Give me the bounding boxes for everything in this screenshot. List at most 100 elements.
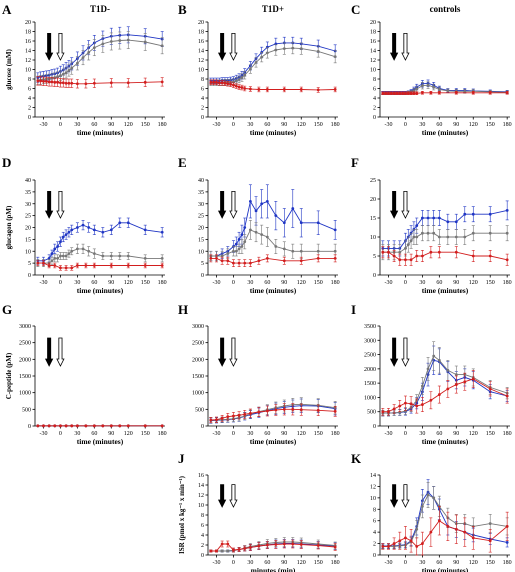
data-point [243,412,247,416]
data-point [429,530,433,534]
data-point [160,44,164,48]
x-tick-label: 150 [486,560,495,566]
y-tick-label: 5 [373,254,376,260]
data-point [36,261,40,265]
y-tick-label: 3500 [364,324,376,330]
data-point [126,81,130,85]
data-point [333,256,337,260]
data-point [432,496,436,500]
data-point [265,51,269,55]
series-red [381,246,509,266]
series-red [381,369,509,416]
data-point [505,525,509,528]
data-point [454,250,458,254]
data-point [226,542,230,546]
y-tick-label: 1000 [192,391,204,397]
data-point [237,237,241,241]
x-tick-label: 180 [503,280,512,286]
data-point [254,60,258,64]
x-tick-label: -30 [212,431,220,437]
data-point [109,424,113,428]
x-tick-label: 0 [59,431,62,437]
series-line [382,232,508,253]
x-axis-title: time (minutes) [250,286,297,295]
y-tick-label: 35 [25,190,31,196]
glucose-arrow-solid [44,33,54,61]
data-point [243,261,247,265]
x-tick-label: 150 [141,122,150,128]
x-tick-label: 120 [297,431,306,437]
data-point [232,249,235,253]
y-tick-label: 4 [201,96,204,102]
panel-letter-b: B [178,2,187,17]
data-point [160,230,164,234]
data-point [220,254,224,258]
data-point [471,231,475,235]
data-point [92,81,96,85]
group-title: T1D- [90,4,110,14]
data-point [265,256,269,260]
series-line [210,42,336,82]
data-point [415,235,419,239]
data-point [59,424,62,428]
data-point [282,247,286,251]
data-point [36,424,40,428]
data-point [415,404,419,408]
data-point [47,264,51,267]
x-tick-label: 150 [314,280,323,286]
data-point [291,542,295,546]
series-line [210,541,336,552]
meal-arrow-open [401,191,410,219]
y-tick-label: 20 [25,20,31,26]
x-tick-label: 0 [232,280,235,286]
data-point [36,79,40,83]
data-point [92,228,96,232]
series-grey [381,225,509,261]
x-axis-title: time (minutes) [422,566,469,572]
data-point [53,80,57,84]
series-line [382,355,508,414]
data-point [437,358,441,362]
data-point [446,235,450,239]
data-point [463,235,467,239]
y-tick-label: 1500 [19,374,31,380]
data-point [274,408,278,412]
data-point [387,91,390,95]
y-tick-label: 1000 [364,395,376,401]
x-tick-label: 120 [469,431,478,437]
data-point [420,542,424,545]
data-point [240,233,244,237]
x-axis-title: minutes (min) [251,566,296,572]
x-tick-label: 30 [74,431,80,437]
y-tick-label: 0 [201,273,204,279]
data-point [446,525,450,528]
data-point [333,55,337,59]
x-tick-label: 0 [404,122,407,128]
data-point [454,527,458,531]
panel-a: A T1D- 0 2 4 6 8 10 12 14 16 18 20 -30 0 30 60 90 120 150 18… [2,2,167,137]
y-tick-label: 2000 [192,357,204,363]
data-point [274,543,278,546]
data-point [257,410,261,414]
data-point [420,84,424,88]
data-point [333,249,337,253]
x-tick-label: 90 [453,560,459,566]
data-point [126,424,130,428]
y-tick-label: 1000 [19,391,31,397]
x-tick-label: 60 [436,431,442,437]
x-tick-label: 180 [158,280,167,286]
x-tick-label: 30 [419,431,425,437]
data-point [50,252,54,256]
data-point [226,415,230,419]
data-point [381,250,385,254]
data-point [234,242,238,246]
data-point [454,383,458,386]
y-tick-label: 500 [195,407,204,413]
panel-f: F 0 5 10 15 20 25 -30 0 30 60 90 120 150 180 time (minu… [351,155,512,295]
data-point [39,79,43,83]
series-line [382,251,508,261]
y-tick-label: 40 [198,178,204,184]
data-point [70,228,74,232]
data-point [316,249,320,253]
